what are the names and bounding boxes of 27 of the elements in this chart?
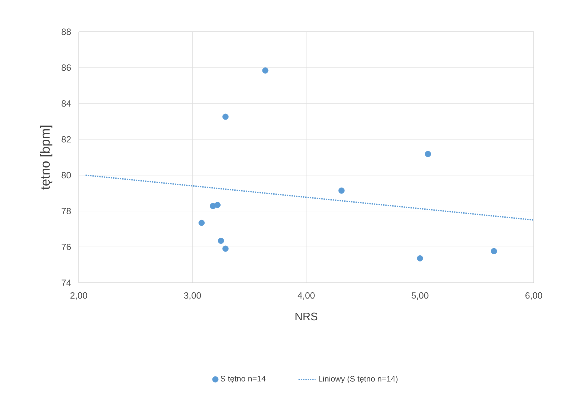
point [491, 248, 498, 255]
point [417, 256, 424, 262]
y-tick-label: 76 [62, 244, 72, 250]
point [262, 68, 269, 74]
x-tick-label: 2,00 [70, 292, 88, 300]
point [222, 246, 229, 252]
point [214, 202, 221, 208]
point [198, 220, 205, 226]
y-tick-label: 88 [62, 28, 72, 36]
y-tick-label: 74 [62, 280, 72, 286]
point [222, 114, 229, 120]
x-tick-label: 4,00 [298, 292, 315, 300]
y-tick-label: 78 [62, 208, 72, 214]
y-tick-label: 80 [62, 172, 72, 179]
point [338, 188, 345, 194]
y-tick-label: 82 [62, 136, 72, 143]
x-tick-label: 6,00 [526, 292, 542, 300]
x-tick-label: 5,00 [412, 292, 429, 300]
point [218, 238, 224, 244]
legend-label: Liniowy (S tętno n=14) [319, 376, 398, 384]
y-axis-title: tętno [bpm] [40, 126, 53, 190]
y-tick-label: 84 [62, 100, 72, 107]
x-tick-label: 3,00 [184, 292, 202, 300]
y-tick-label: 86 [62, 64, 72, 72]
x-axis-title: NRS [296, 312, 318, 321]
point [425, 151, 432, 158]
legend-label: S tętno n=14 [220, 376, 266, 384]
